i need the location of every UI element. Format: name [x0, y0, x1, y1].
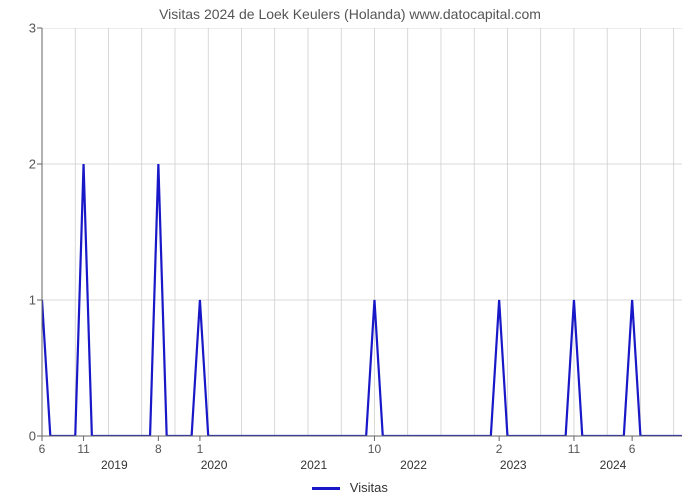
chart-container: { "chart": { "type": "line", "title": "V… — [0, 0, 700, 500]
xtick-year-label: 2021 — [300, 458, 327, 472]
legend-swatch — [312, 487, 340, 490]
xtick-month-label: 1 — [197, 442, 204, 456]
plot-area — [42, 28, 682, 436]
xtick-year-label: 2022 — [400, 458, 427, 472]
xtick-year-label: 2019 — [101, 458, 128, 472]
ytick-label: 2 — [0, 157, 36, 172]
xtick-month-label: 10 — [368, 442, 381, 456]
xtick-month-label: 11 — [77, 442, 89, 456]
axis-layer — [42, 28, 682, 436]
xtick-year-label: 2024 — [600, 458, 627, 472]
xtick-year-label: 2023 — [500, 458, 527, 472]
ytick-label: 1 — [0, 293, 36, 308]
xtick-year-label: 2020 — [201, 458, 228, 472]
legend-label: Visitas — [350, 480, 388, 495]
xtick-month-label: 8 — [155, 442, 162, 456]
chart-title: Visitas 2024 de Loek Keulers (Holanda) w… — [0, 6, 700, 22]
xtick-month-label: 6 — [629, 442, 636, 456]
ytick-label: 3 — [0, 21, 36, 36]
ytick-label: 0 — [0, 429, 36, 444]
xtick-month-label: 6 — [39, 442, 46, 456]
xtick-month-label: 2 — [496, 442, 503, 456]
legend: Visitas — [0, 480, 700, 495]
xtick-month-label: 11 — [568, 442, 580, 456]
